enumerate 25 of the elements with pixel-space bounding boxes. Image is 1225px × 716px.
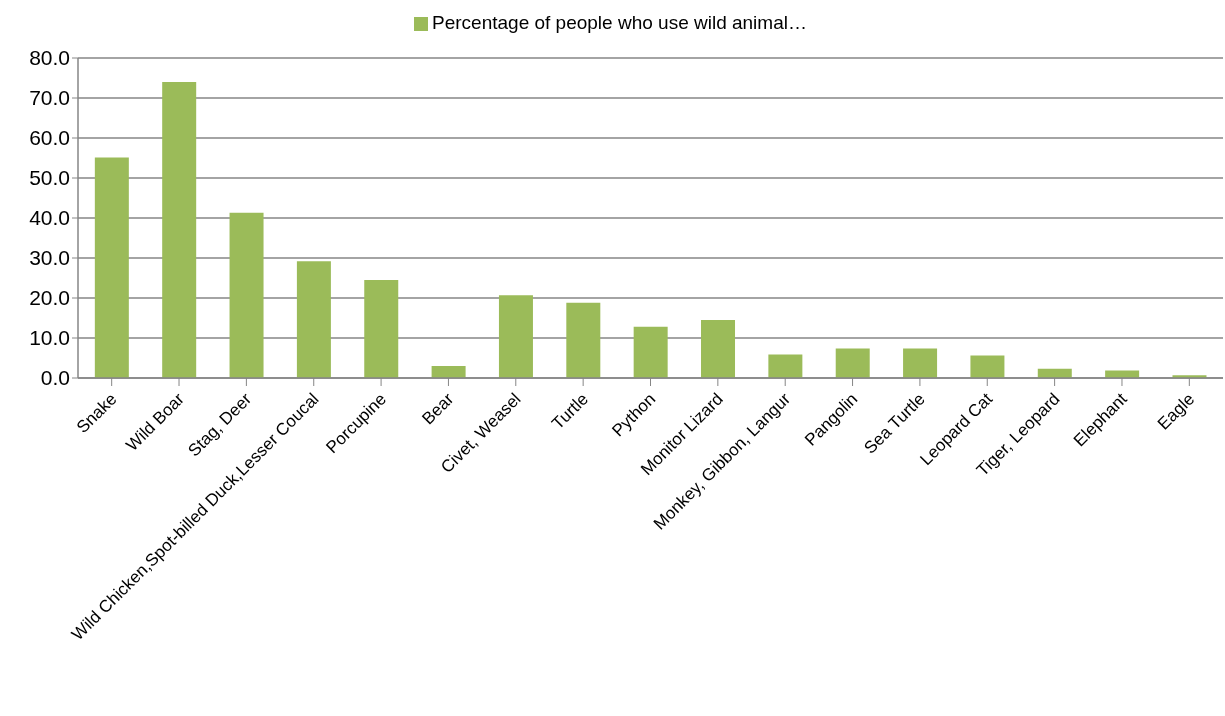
- y-tick-label: 70.0: [29, 86, 70, 110]
- y-tick-label: 0.0: [40, 366, 70, 390]
- bar: [296, 261, 331, 378]
- bar: [229, 212, 264, 378]
- bar: [970, 355, 1005, 378]
- y-tick-label: 50.0: [29, 166, 70, 190]
- bar: [364, 280, 399, 378]
- bar: [431, 366, 466, 378]
- y-tick-label: 60.0: [29, 126, 70, 150]
- bar: [701, 320, 736, 378]
- legend-label: Percentage of people who use wild animal…: [432, 12, 807, 33]
- bar: [566, 302, 601, 378]
- bar: [633, 326, 668, 378]
- y-tick-label: 80.0: [29, 46, 70, 70]
- bar: [903, 348, 938, 378]
- y-tick-label: 30.0: [29, 246, 70, 270]
- y-tick-label: 20.0: [29, 286, 70, 310]
- y-tick-label: 40.0: [29, 206, 70, 230]
- bar: [1105, 370, 1140, 378]
- y-tick-label: 10.0: [29, 326, 70, 350]
- bar: [835, 348, 870, 378]
- bar: [94, 157, 129, 378]
- bar: [162, 82, 197, 378]
- bar: [768, 354, 803, 378]
- bar: [498, 295, 533, 378]
